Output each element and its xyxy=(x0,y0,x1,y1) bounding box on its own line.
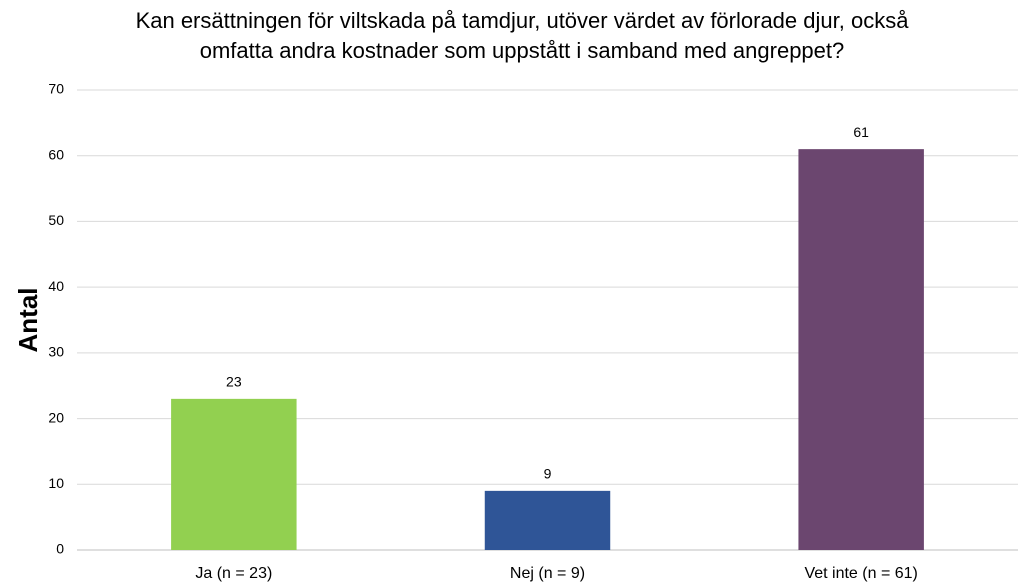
data-label: 9 xyxy=(544,466,552,482)
x-tick-label: Ja (n = 23) xyxy=(195,565,272,582)
data-label: 61 xyxy=(853,124,869,140)
y-tick-label: 70 xyxy=(48,81,64,97)
x-tick-label: Vet inte (n = 61) xyxy=(804,565,917,582)
y-tick-label: 40 xyxy=(48,278,64,294)
y-tick-label: 60 xyxy=(48,146,64,162)
bar xyxy=(798,149,924,550)
y-axis-label: Antal xyxy=(13,288,43,353)
x-tick-label: Nej (n = 9) xyxy=(510,565,585,582)
y-tick-label: 50 xyxy=(48,212,64,228)
y-tick-label: 10 xyxy=(48,475,64,491)
y-tick-label: 30 xyxy=(48,344,64,360)
bar xyxy=(484,490,611,550)
chart-title: Kan ersättningen för viltskada på tamdju… xyxy=(135,8,909,63)
y-tick-label: 20 xyxy=(48,409,64,425)
data-label: 23 xyxy=(226,374,242,390)
y-tick-label: 0 xyxy=(56,541,64,557)
bar xyxy=(171,398,297,550)
